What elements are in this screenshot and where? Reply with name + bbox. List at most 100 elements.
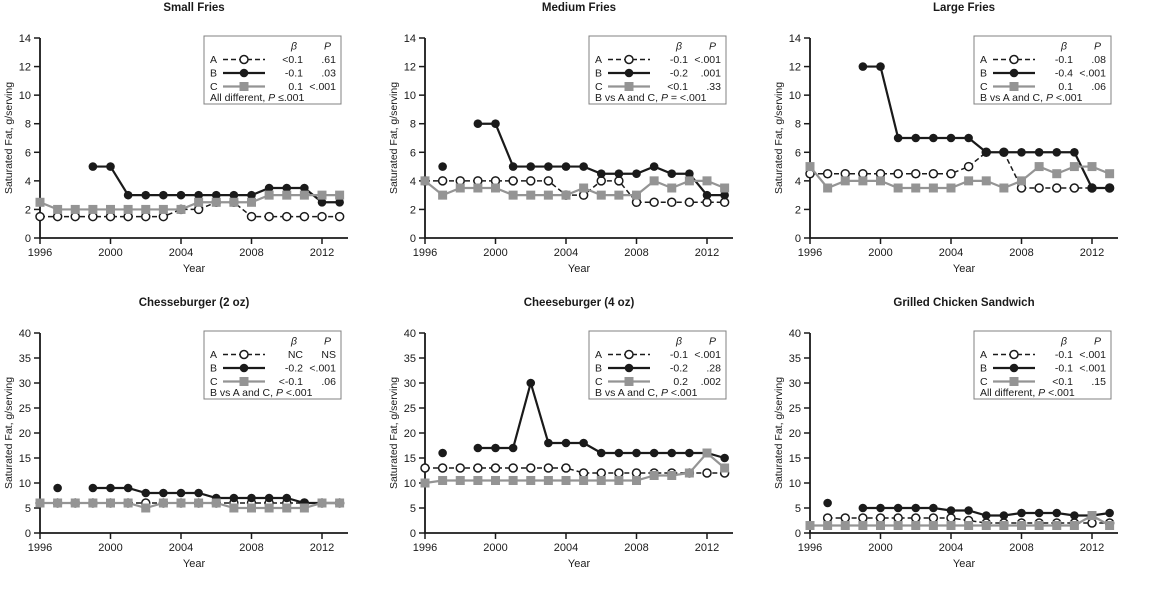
series-C-markers xyxy=(805,162,1115,193)
data-point xyxy=(632,190,641,200)
data-point xyxy=(158,498,168,508)
legend-box xyxy=(973,330,1112,400)
data-point xyxy=(822,168,833,179)
data-point xyxy=(508,190,518,200)
data-point xyxy=(247,197,256,207)
chart-grilled-chicken-sandwich: 0 5 10 15 20 25 30 35 40 1996 2000 2004 2008 2012 Year… xyxy=(773,328,1118,570)
data-point xyxy=(578,468,589,478)
data-point xyxy=(317,190,327,200)
data-point xyxy=(840,513,850,523)
chart-title: Cheeseburger (4 oz) xyxy=(523,297,635,309)
data-point xyxy=(543,176,554,186)
tick-labels: 0 2 4 6 8 10 12 14 1996 2000 2004 2008 2012 xyxy=(789,33,1104,259)
x-axis-label: Year xyxy=(568,263,591,275)
y-tick-label: 12 xyxy=(19,62,31,74)
data-point xyxy=(946,168,956,179)
legend-beta-value: <0.1 xyxy=(1052,376,1073,388)
data-point xyxy=(1105,169,1115,179)
data-point xyxy=(438,190,448,200)
data-point xyxy=(614,190,624,200)
data-point xyxy=(264,190,274,200)
legend-series-name: B xyxy=(210,68,217,80)
data-point xyxy=(299,211,310,222)
data-point xyxy=(823,498,832,508)
series-B-markers xyxy=(438,119,729,200)
data-point xyxy=(823,183,833,193)
legend-p-value: <.001 xyxy=(694,54,721,66)
tick-marks xyxy=(34,37,323,244)
data-point xyxy=(1034,183,1044,193)
y-tick-label: 30 xyxy=(789,378,801,390)
data-point xyxy=(420,463,430,473)
data-point xyxy=(491,119,500,129)
data-point xyxy=(999,511,1009,520)
panel-medium-fries: Medium Fries 0 2 4 6 8 10 12 14 1996 2000 2004 2008… xyxy=(385,0,770,295)
legend: β P A -0.1 <.001 B -0.2 .001 C <0.1 .33B vs A and … xyxy=(588,35,727,105)
data-point xyxy=(685,448,694,458)
data-point xyxy=(141,488,151,498)
y-tick-label: 2 xyxy=(25,204,31,216)
x-tick-label: 2008 xyxy=(624,542,648,554)
x-axis-label: Year xyxy=(953,263,976,275)
data-point xyxy=(649,176,659,186)
y-tick-label: 8 xyxy=(410,119,416,131)
legend-box xyxy=(203,330,342,400)
data-point xyxy=(946,506,956,515)
data-point xyxy=(1009,54,1019,65)
data-point xyxy=(911,513,921,523)
data-point xyxy=(561,162,571,171)
data-point xyxy=(247,493,256,503)
data-point xyxy=(720,190,729,200)
data-point xyxy=(981,176,991,186)
data-point xyxy=(473,443,483,453)
series-B xyxy=(438,378,729,463)
data-point xyxy=(1070,511,1079,520)
data-point xyxy=(1009,363,1019,373)
tick-labels: 0 5 10 15 20 25 30 35 40 1996 2000 2004 2008 2012 xyxy=(404,328,719,554)
series-B-markers xyxy=(88,162,344,207)
data-point xyxy=(438,448,447,458)
data-point xyxy=(946,513,956,523)
data-point xyxy=(123,190,133,200)
data-point xyxy=(491,443,500,453)
legend-beta-header: β xyxy=(675,336,682,348)
series-A-markers xyxy=(420,176,730,208)
series-B xyxy=(823,498,1114,520)
data-point xyxy=(70,204,80,214)
y-tick-label: 14 xyxy=(789,33,801,45)
data-point xyxy=(526,162,536,171)
y-axis-label: Saturated Fat, g/serving xyxy=(3,82,15,194)
data-point xyxy=(876,521,885,530)
data-point xyxy=(158,204,168,214)
legend-p-value: <.001 xyxy=(1079,349,1106,361)
data-point xyxy=(508,443,518,453)
data-point xyxy=(526,190,536,200)
legend-series-name: A xyxy=(210,349,217,361)
data-point xyxy=(508,162,518,171)
y-tick-label: 10 xyxy=(19,90,31,102)
chart-medium-fries: 0 2 4 6 8 10 12 14 1996 2000 2004 2008 2012 Year Satur… xyxy=(388,33,733,275)
y-tick-label: 0 xyxy=(795,233,801,245)
data-point xyxy=(632,476,641,485)
legend-p-value: .08 xyxy=(1091,54,1106,66)
legend-beta-value: <0.1 xyxy=(282,54,303,66)
data-point xyxy=(649,197,659,208)
series-C-markers xyxy=(35,498,345,513)
data-point xyxy=(194,197,204,207)
data-point xyxy=(929,133,938,143)
x-tick-label: 2000 xyxy=(868,247,892,259)
y-tick-label: 25 xyxy=(789,403,801,415)
data-point xyxy=(1105,183,1114,193)
data-point xyxy=(194,488,203,498)
data-point xyxy=(106,498,115,508)
data-point xyxy=(596,448,606,458)
data-point xyxy=(455,476,465,485)
data-point xyxy=(239,68,249,78)
data-point xyxy=(473,183,483,193)
data-point xyxy=(1052,521,1062,530)
data-point xyxy=(176,488,186,498)
data-point xyxy=(1009,349,1019,360)
data-point xyxy=(964,176,974,186)
data-point xyxy=(928,521,938,530)
y-axis-label: Saturated Fat, g/serving xyxy=(388,82,400,194)
